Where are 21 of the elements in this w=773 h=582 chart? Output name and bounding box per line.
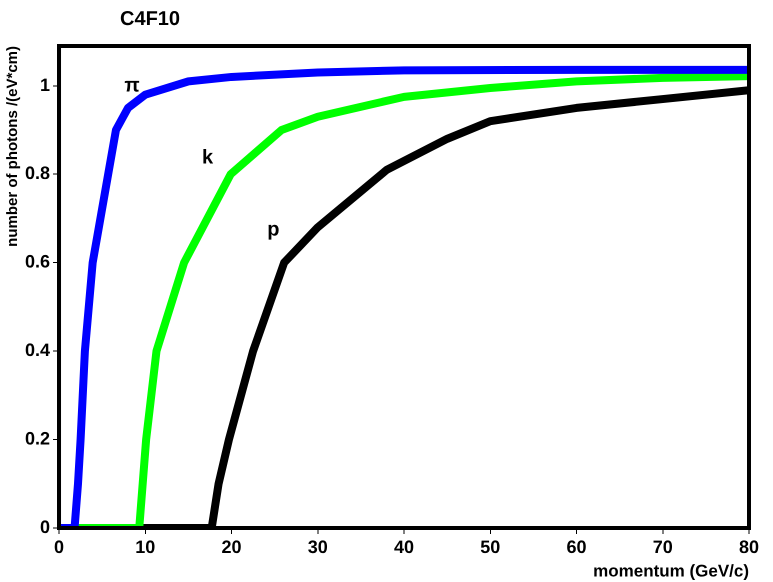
y-axis-title: number of photons /(eV*cm) xyxy=(4,46,22,247)
x-tick-label: 10 xyxy=(135,536,156,557)
y-tick-label: 0.6 xyxy=(24,252,50,272)
y-tick-label: 0.8 xyxy=(24,163,50,184)
x-tick-label: 30 xyxy=(308,536,328,557)
series-label: π xyxy=(124,74,140,96)
y-tick-label: 0.4 xyxy=(24,340,50,360)
x-tick-label: 20 xyxy=(222,536,242,557)
y-tick-label: 0.2 xyxy=(24,428,50,449)
x-tick-label: 80 xyxy=(738,536,760,557)
x-tick-label: 40 xyxy=(394,536,414,557)
x-tick-label: 0 xyxy=(54,536,64,557)
y-tick-label: 0 xyxy=(40,516,50,537)
chart-title: C4F10 xyxy=(120,8,180,31)
series-label: p xyxy=(267,218,280,240)
x-tick-label: 50 xyxy=(480,536,500,557)
x-axis-title: momentum (GeV/c) xyxy=(593,561,749,580)
series-label: k xyxy=(202,146,214,168)
x-tick-label: 70 xyxy=(652,536,673,557)
y-tick-label: 1 xyxy=(40,74,50,95)
x-tick-label: 60 xyxy=(566,536,587,557)
